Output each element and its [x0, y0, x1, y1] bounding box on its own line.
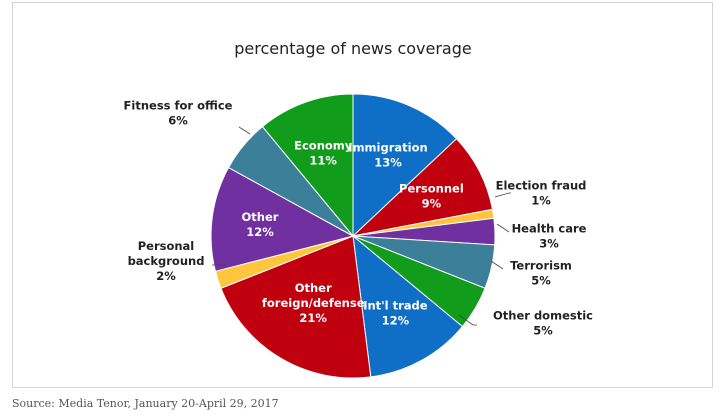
slice-label-economy: Economy 11%	[294, 139, 353, 168]
pie-slice-personnel	[351, 138, 494, 237]
pie-slice-economy	[261, 93, 354, 238]
pie-slice-int-l-trade	[352, 234, 464, 378]
pie-slices	[210, 93, 496, 379]
pie-slice-other-foreign-defense	[220, 235, 372, 379]
slice-label-other: Other 12%	[242, 210, 279, 239]
pie-slice-immigration	[352, 93, 458, 238]
leader-line-election-fraud	[494, 192, 511, 198]
leader-line-health-care	[496, 223, 510, 233]
slice-labels: Immigration 13% Personnel 9% Election fraud 1…	[124, 99, 594, 338]
pie-slice-other	[210, 166, 355, 272]
pie-chart: percentage of news coverage Immigration 1…	[124, 39, 594, 379]
slice-label-immigration: Immigration 13%	[348, 141, 427, 170]
leader-line-fitness-for-office	[238, 126, 251, 135]
slice-label-other-domestic: Other domestic 5%	[493, 309, 593, 338]
slice-label-health-care: Health care 3%	[512, 222, 587, 251]
leader-line-other-domestic	[458, 314, 477, 326]
slice-label-terrorism: Terrorism 5%	[510, 259, 572, 288]
slice-label-fitness-for-office: Fitness for office 6%	[124, 99, 233, 128]
source-note: Source: Media Tenor, January 20-April 29…	[12, 397, 279, 410]
slice-label-personnel: Personnel 9%	[399, 182, 464, 211]
chart-frame: percentage of news coverage Immigration 1…	[12, 2, 713, 388]
slice-label-other-foreign-defense: Other foreign/defense 21%	[262, 281, 365, 325]
chart-title: percentage of news coverage	[234, 39, 471, 58]
slice-label-personal-background: Personal background 2%	[128, 239, 205, 283]
slice-label-election-fraud: Election fraud 1%	[496, 179, 587, 208]
leader-line-terrorism	[490, 260, 504, 270]
leader-lines	[212, 126, 511, 326]
slice-label-int-l-trade: Int'l trade 12%	[363, 299, 428, 328]
